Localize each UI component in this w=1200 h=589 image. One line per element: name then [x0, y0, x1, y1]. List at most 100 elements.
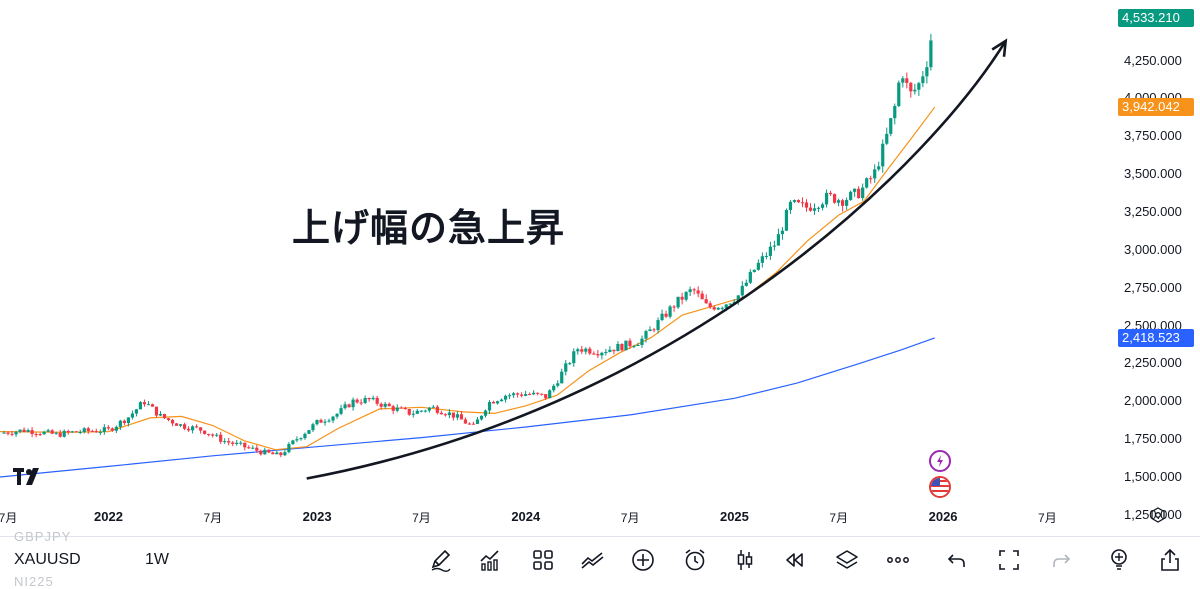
candle-body	[897, 82, 901, 107]
candle-body	[239, 442, 243, 444]
candle-body	[836, 200, 841, 203]
candle-body	[841, 200, 845, 206]
add-icon[interactable]	[630, 547, 656, 573]
candle-body	[463, 419, 468, 424]
candle-body	[845, 199, 849, 206]
candle-body	[355, 399, 359, 403]
candle-type-icon[interactable]	[732, 547, 758, 573]
interval-selector[interactable]: 1W	[145, 551, 169, 568]
candle-body	[568, 363, 572, 365]
settings-gear-icon[interactable]	[1150, 507, 1166, 523]
share-icon[interactable]	[1157, 547, 1183, 573]
candle-body	[403, 407, 407, 409]
candle-body	[219, 434, 223, 442]
candle-body	[195, 426, 199, 428]
candle-body	[42, 431, 46, 435]
replay-icon[interactable]	[782, 547, 808, 573]
candle-body	[664, 313, 668, 317]
candle-body	[495, 401, 500, 404]
candle-body	[893, 106, 897, 119]
candle-body	[38, 434, 42, 436]
more-icon[interactable]	[885, 547, 911, 573]
candle-body	[620, 343, 624, 351]
year-tick-label: 2026	[928, 509, 958, 524]
ma-long-line	[0, 337, 935, 478]
undo-icon[interactable]	[944, 547, 970, 573]
last-price-badge: 4,533.210	[1118, 8, 1194, 27]
candle-body	[832, 194, 837, 203]
candle-body	[828, 192, 833, 195]
candle-body	[327, 420, 331, 422]
candle-body	[560, 371, 564, 384]
candle-body	[50, 430, 54, 434]
candle-body	[114, 426, 118, 431]
ma-long-badge: 2,418.523	[1118, 328, 1194, 347]
alert-clock-icon[interactable]	[682, 547, 708, 573]
candle-body	[776, 234, 781, 246]
candle-body	[186, 428, 191, 431]
candle-body	[808, 207, 813, 211]
tradingview-logo-icon[interactable]	[13, 468, 45, 491]
candle-body	[889, 118, 893, 134]
candle-body	[347, 404, 351, 408]
candle-body	[307, 430, 311, 434]
lightning-event-icon[interactable]	[929, 450, 951, 472]
candle-body	[6, 432, 10, 434]
candle-body	[118, 420, 122, 427]
candle-body	[925, 67, 929, 77]
candle-body	[616, 343, 620, 352]
ma-short-badge: 3,942.042	[1118, 98, 1194, 117]
candle-body	[636, 345, 640, 347]
candle-body	[467, 423, 472, 425]
candle-body	[877, 166, 881, 170]
candle-body	[134, 409, 139, 414]
candle-body	[311, 424, 315, 431]
candle-body	[768, 246, 772, 256]
price-tick-label: 2,500.000	[1124, 317, 1182, 333]
us-economic-event-icon[interactable]	[929, 476, 951, 498]
drawing-pen-icon[interactable]	[428, 547, 454, 573]
candle-body	[190, 426, 195, 431]
candle-body	[227, 441, 231, 443]
watchlist-ghost-prev[interactable]: GBPJPY	[14, 529, 72, 544]
layout-grid-icon[interactable]	[530, 547, 556, 573]
candle-body	[724, 304, 728, 308]
candle-body	[487, 401, 492, 411]
candle-body	[407, 408, 411, 415]
candle-body	[885, 133, 889, 144]
candle-body	[744, 282, 748, 286]
candle-body	[170, 419, 175, 424]
price-chart[interactable]	[0, 0, 1200, 530]
compare-icon[interactable]	[580, 547, 606, 573]
candle-body	[720, 307, 724, 309]
candle-body	[303, 433, 307, 439]
symbol-selector[interactable]: XAUUSD	[14, 551, 81, 568]
candle-body	[323, 421, 327, 423]
candle-body	[491, 401, 496, 404]
candle-body	[315, 419, 319, 425]
candle-body	[138, 402, 143, 410]
month-tick-label: 7月	[412, 511, 431, 525]
ma-short-line	[0, 106, 936, 451]
fullscreen-icon[interactable]	[996, 547, 1022, 573]
candle-body	[26, 430, 30, 432]
layers-icon[interactable]	[834, 547, 860, 573]
candle-body	[447, 412, 451, 416]
watchlist-ghost-next[interactable]: NI225	[14, 574, 54, 589]
candle-body	[853, 188, 857, 192]
candle-body	[62, 430, 66, 437]
candle-body	[588, 348, 592, 354]
candle-body	[166, 418, 171, 420]
chart-area[interactable]: 4,250.0004,000.0003,750.0003,500.0003,25…	[0, 0, 1200, 530]
ideas-icon[interactable]	[1106, 547, 1132, 573]
indicators-icon[interactable]	[478, 547, 504, 573]
candle-body	[283, 452, 287, 456]
candle-body	[383, 403, 387, 407]
candle-body	[455, 414, 460, 418]
year-tick-label: 2024	[511, 509, 541, 524]
candle-body	[736, 295, 740, 302]
candle-body	[704, 299, 708, 304]
candle-body	[604, 351, 608, 353]
candle-body	[644, 331, 648, 339]
candle-body	[556, 383, 560, 386]
